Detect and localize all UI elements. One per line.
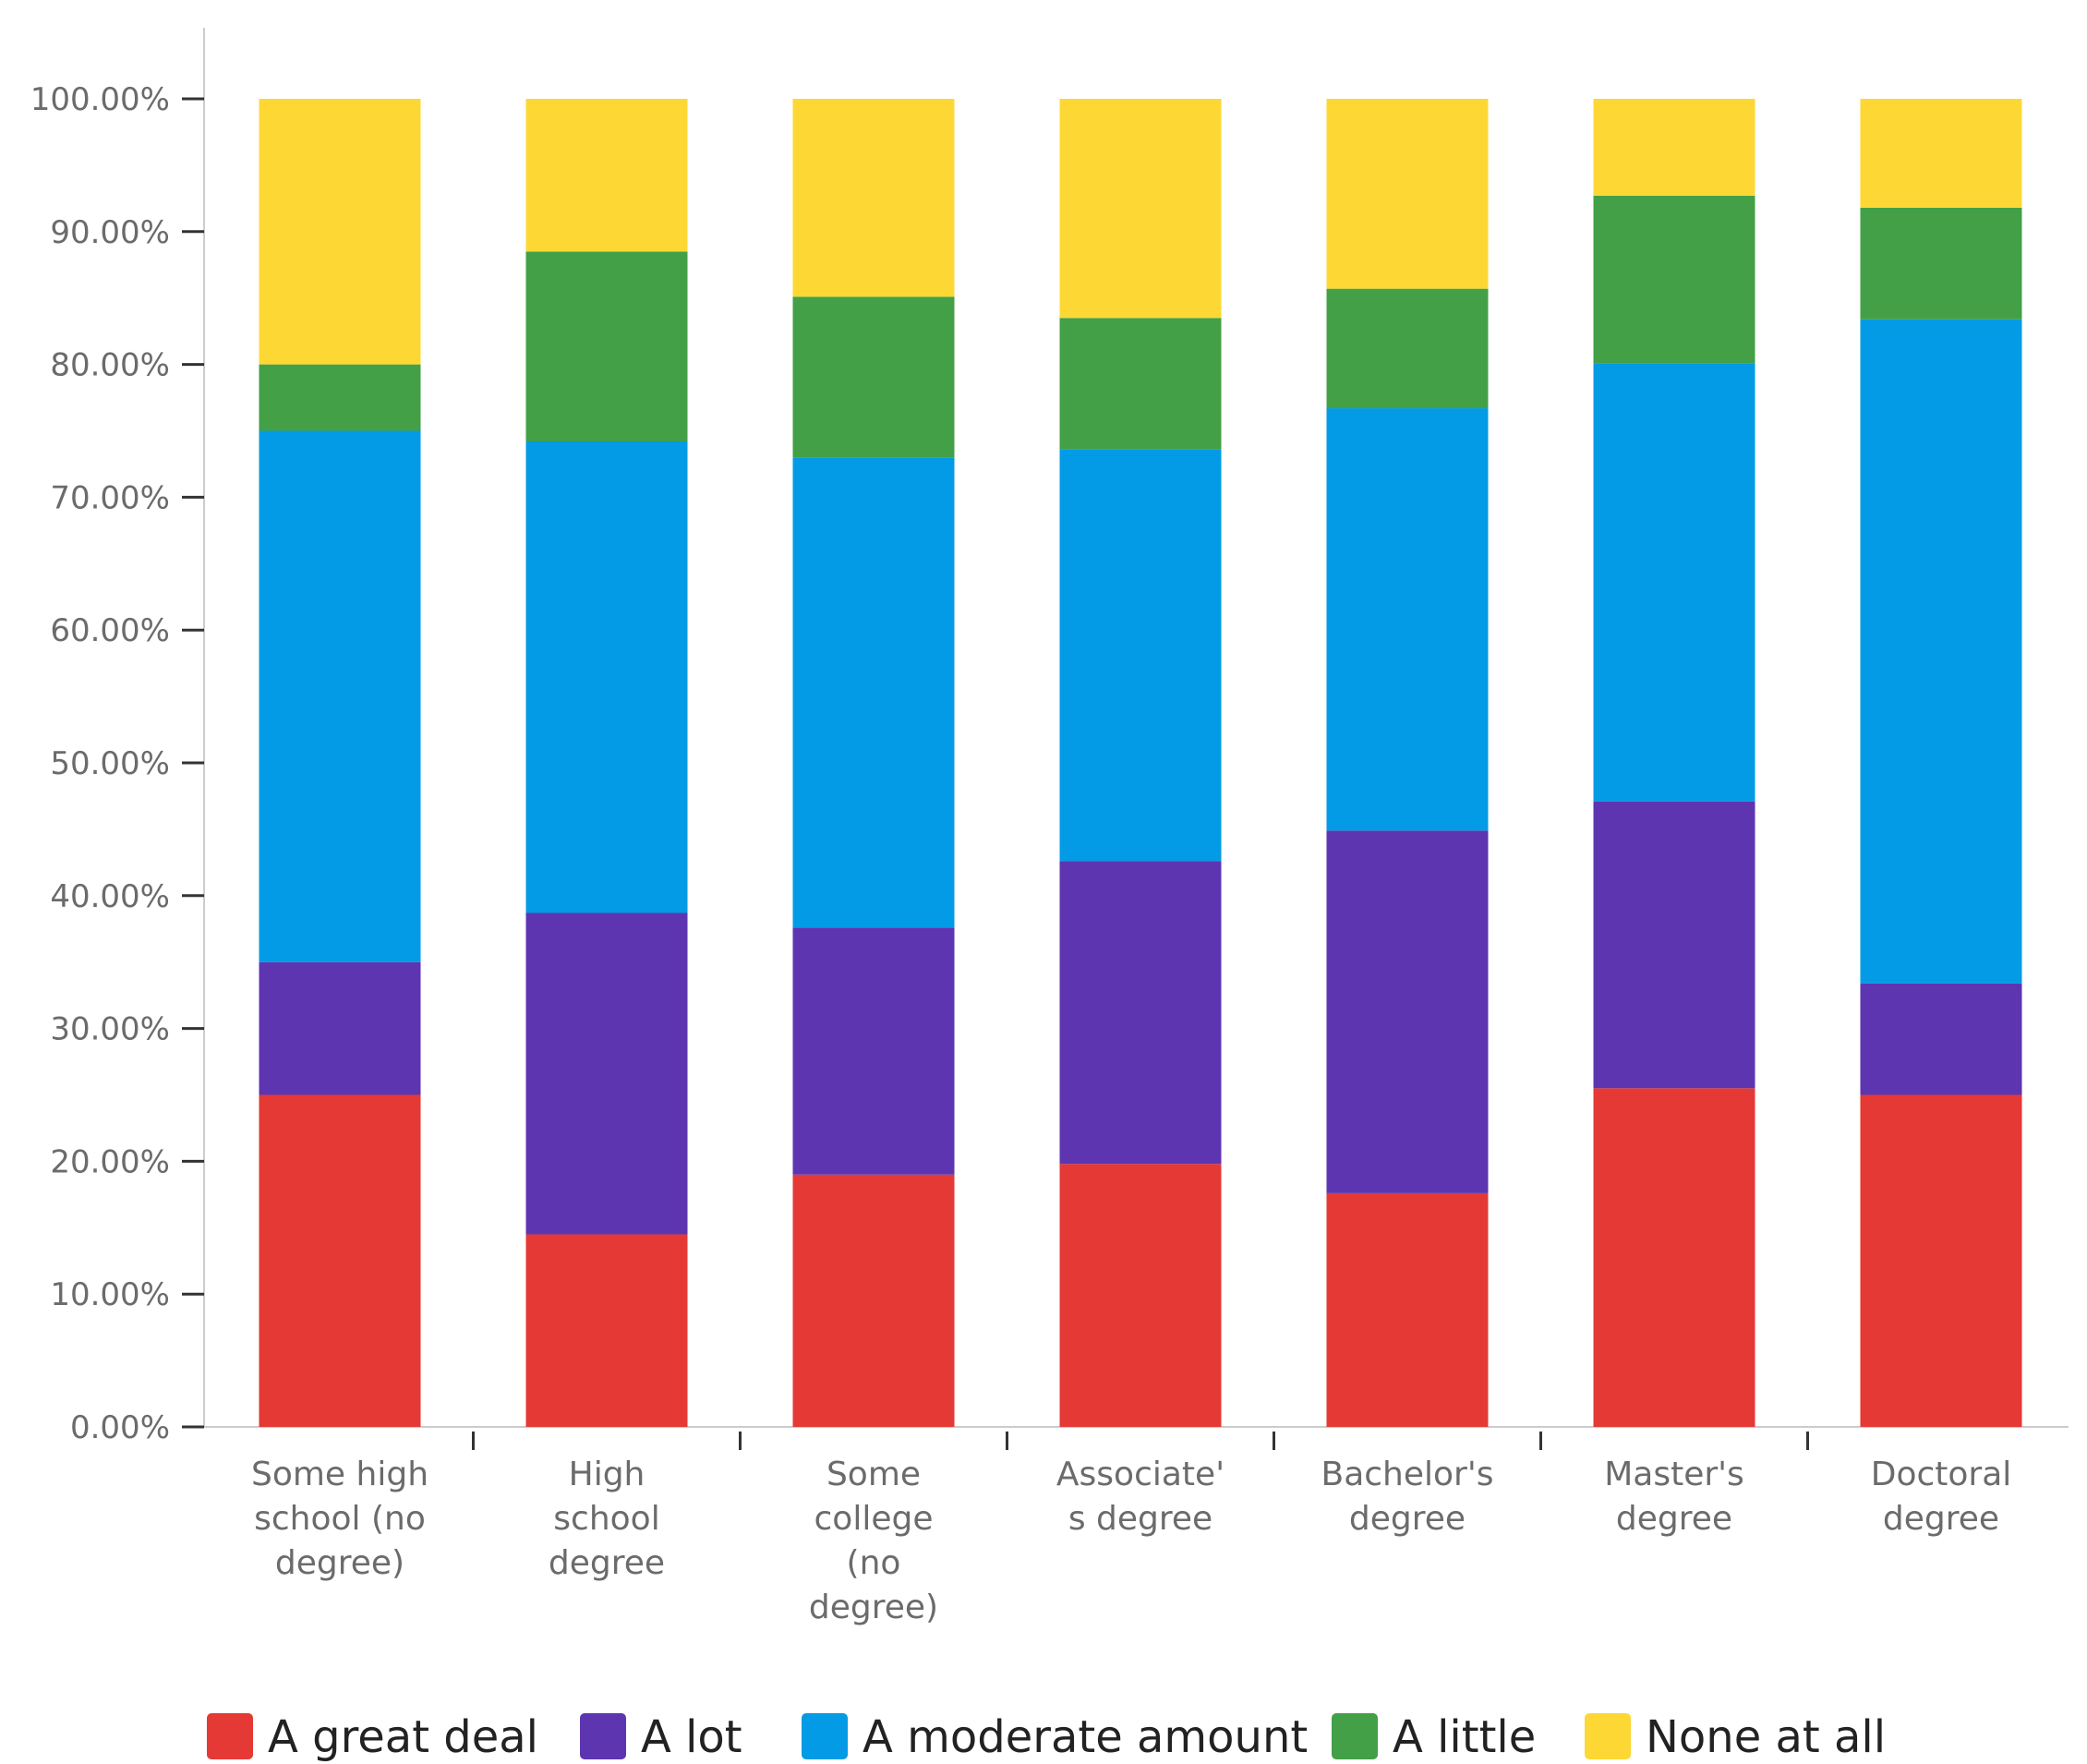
legend-label[interactable]: A lot <box>641 1711 742 1763</box>
y-tick-label: 0.00% <box>70 1409 170 1446</box>
legend-swatch[interactable] <box>802 1713 848 1759</box>
x-category-label: (no <box>847 1544 901 1582</box>
x-category-label: degree) <box>275 1544 404 1582</box>
x-category-label: s degree <box>1068 1500 1212 1538</box>
x-category-label: Doctoral <box>1871 1456 2012 1493</box>
bar-segment-a-lot[interactable] <box>792 927 955 1175</box>
bar-segment-none-at-all[interactable] <box>792 99 955 297</box>
x-axis: Some high school (no degree) High school degr… <box>251 1432 2011 1626</box>
bar-segment-a-moderate-amount[interactable] <box>792 457 955 928</box>
legend-label[interactable]: A moderate amount <box>863 1711 1308 1763</box>
y-tick-label: 30.00% <box>50 1011 170 1048</box>
x-category-label: college <box>814 1500 934 1538</box>
bar-segment-a-little[interactable] <box>792 296 955 458</box>
y-tick-label: 90.00% <box>50 214 170 251</box>
bar-segment-a-great-deal[interactable] <box>259 1094 421 1428</box>
bar-segment-none-at-all[interactable] <box>259 99 421 365</box>
bar-segment-a-moderate-amount[interactable] <box>1326 408 1489 831</box>
y-axis: 0.00% 10.00% 20.00% 30.00% 40.00% 50.00% 60.00… <box>30 81 204 1446</box>
legend-label[interactable]: A great deal <box>268 1711 538 1763</box>
bar-segment-a-moderate-amount[interactable] <box>1059 449 1222 862</box>
bar-segment-none-at-all[interactable] <box>1059 99 1222 319</box>
bar-segment-a-little[interactable] <box>1059 318 1222 450</box>
bar-segment-a-little[interactable] <box>1860 207 2022 320</box>
y-tick-label: 70.00% <box>50 479 170 516</box>
x-category-label: degree <box>549 1544 665 1582</box>
bar-segment-a-great-deal[interactable] <box>1860 1094 2022 1428</box>
legend-swatch[interactable] <box>1332 1713 1378 1759</box>
bar-segment-none-at-all[interactable] <box>1593 99 1755 196</box>
bar-segment-a-great-deal[interactable] <box>1593 1088 1755 1427</box>
y-tick-label: 60.00% <box>50 612 170 649</box>
y-tick-label: 50.00% <box>50 745 170 782</box>
bar-segment-a-great-deal[interactable] <box>1059 1164 1222 1427</box>
x-category-label: Master's <box>1604 1456 1744 1493</box>
bar-segment-a-lot[interactable] <box>1326 830 1489 1193</box>
bar-segment-none-at-all[interactable] <box>1326 99 1489 289</box>
bars <box>259 99 2022 1427</box>
bar-segment-a-lot[interactable] <box>1059 861 1222 1165</box>
legend: A great deal A lot A moderate amount A litt… <box>207 1711 1886 1763</box>
bar-segment-a-moderate-amount[interactable] <box>1593 363 1755 802</box>
legend-swatch[interactable] <box>1585 1713 1631 1759</box>
y-tick-label: 80.00% <box>50 347 170 384</box>
x-category-label: school <box>553 1500 659 1538</box>
bar-segment-a-great-deal[interactable] <box>525 1234 688 1427</box>
bar-segment-a-moderate-amount[interactable] <box>525 441 688 913</box>
legend-swatch[interactable] <box>207 1713 253 1759</box>
bar-segment-a-great-deal[interactable] <box>792 1174 955 1427</box>
bar-segment-a-lot[interactable] <box>525 912 688 1235</box>
bar-segment-a-moderate-amount[interactable] <box>1860 319 2022 984</box>
y-tick-label: 20.00% <box>50 1143 170 1180</box>
bar-segment-a-lot[interactable] <box>1860 983 2022 1095</box>
bar-segment-a-little[interactable] <box>1593 195 1755 364</box>
legend-swatch[interactable] <box>580 1713 626 1759</box>
bar-segment-none-at-all[interactable] <box>525 99 688 252</box>
x-category-label: degree <box>1883 1500 1999 1538</box>
x-category-label: Bachelor's <box>1321 1456 1494 1493</box>
bar-segment-a-great-deal[interactable] <box>1326 1192 1489 1427</box>
legend-label[interactable]: A little <box>1393 1711 1536 1763</box>
y-tick-label: 10.00% <box>50 1276 170 1313</box>
bar-segment-none-at-all[interactable] <box>1860 99 2022 208</box>
x-category-label: degree <box>1616 1500 1732 1538</box>
bar-segment-a-moderate-amount[interactable] <box>259 430 421 962</box>
x-category-label: Some high <box>251 1456 428 1493</box>
bar-segment-a-little[interactable] <box>525 251 688 442</box>
x-category-label: Some <box>826 1456 921 1493</box>
x-category-label: degree <box>1349 1500 1466 1538</box>
bar-segment-a-lot[interactable] <box>259 961 421 1095</box>
bar-segment-a-lot[interactable] <box>1593 801 1755 1089</box>
x-category-label: Associate' <box>1056 1456 1224 1493</box>
legend-label[interactable]: None at all <box>1646 1711 1886 1763</box>
x-category-label: High <box>569 1456 645 1493</box>
y-tick-label: 40.00% <box>50 878 170 915</box>
bar-segment-a-little[interactable] <box>1326 288 1489 409</box>
x-category-label: degree) <box>809 1589 938 1626</box>
x-category-label: school (no <box>254 1500 426 1538</box>
bar-segment-a-little[interactable] <box>259 364 421 431</box>
y-tick-label: 100.00% <box>30 81 170 118</box>
